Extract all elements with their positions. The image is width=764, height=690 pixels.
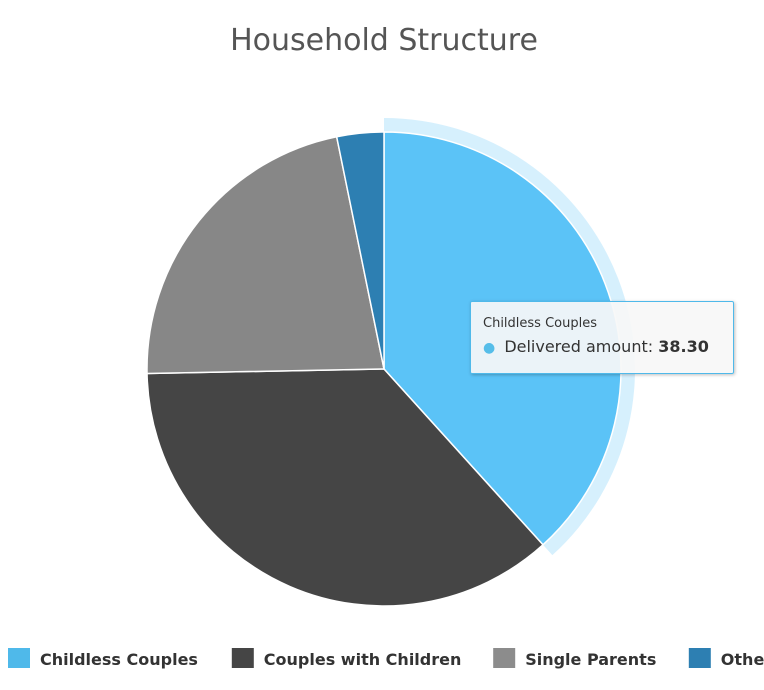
legend: Childless Couples Couples with Children Si…: [8, 648, 764, 669]
legend-label-childless-couples[interactable]: Childless Couples: [40, 650, 198, 669]
pie-slice-couples-with-children[interactable]: [146, 368, 544, 607]
tooltip: Childless Couples ● Delivered amount: 38…: [470, 301, 734, 374]
tooltip-marker-icon: ●: [483, 340, 496, 356]
pie-slice-other[interactable]: [335, 131, 385, 370]
tooltip-label: Delivered amount:: [504, 337, 654, 356]
chart-title: Household Structure: [230, 23, 538, 58]
pie-slice-single-parents[interactable]: [146, 136, 385, 375]
tooltip-series-name: Childless Couples: [483, 316, 597, 331]
legend-swatch-single-parents[interactable]: [493, 648, 516, 668]
legend-swatch-childless-couples[interactable]: [8, 648, 30, 668]
legend-label-single-parents[interactable]: Single Parents: [525, 650, 656, 669]
legend-label-other[interactable]: Other: [721, 650, 764, 669]
legend-label-couples-with-children[interactable]: Couples with Children: [264, 650, 462, 669]
legend-swatch-other[interactable]: [688, 648, 711, 668]
tooltip-value: 38.30: [658, 337, 709, 356]
legend-swatch-couples-with-children[interactable]: [231, 648, 254, 668]
tooltip-body: ● Delivered amount: 38.30: [483, 337, 721, 358]
